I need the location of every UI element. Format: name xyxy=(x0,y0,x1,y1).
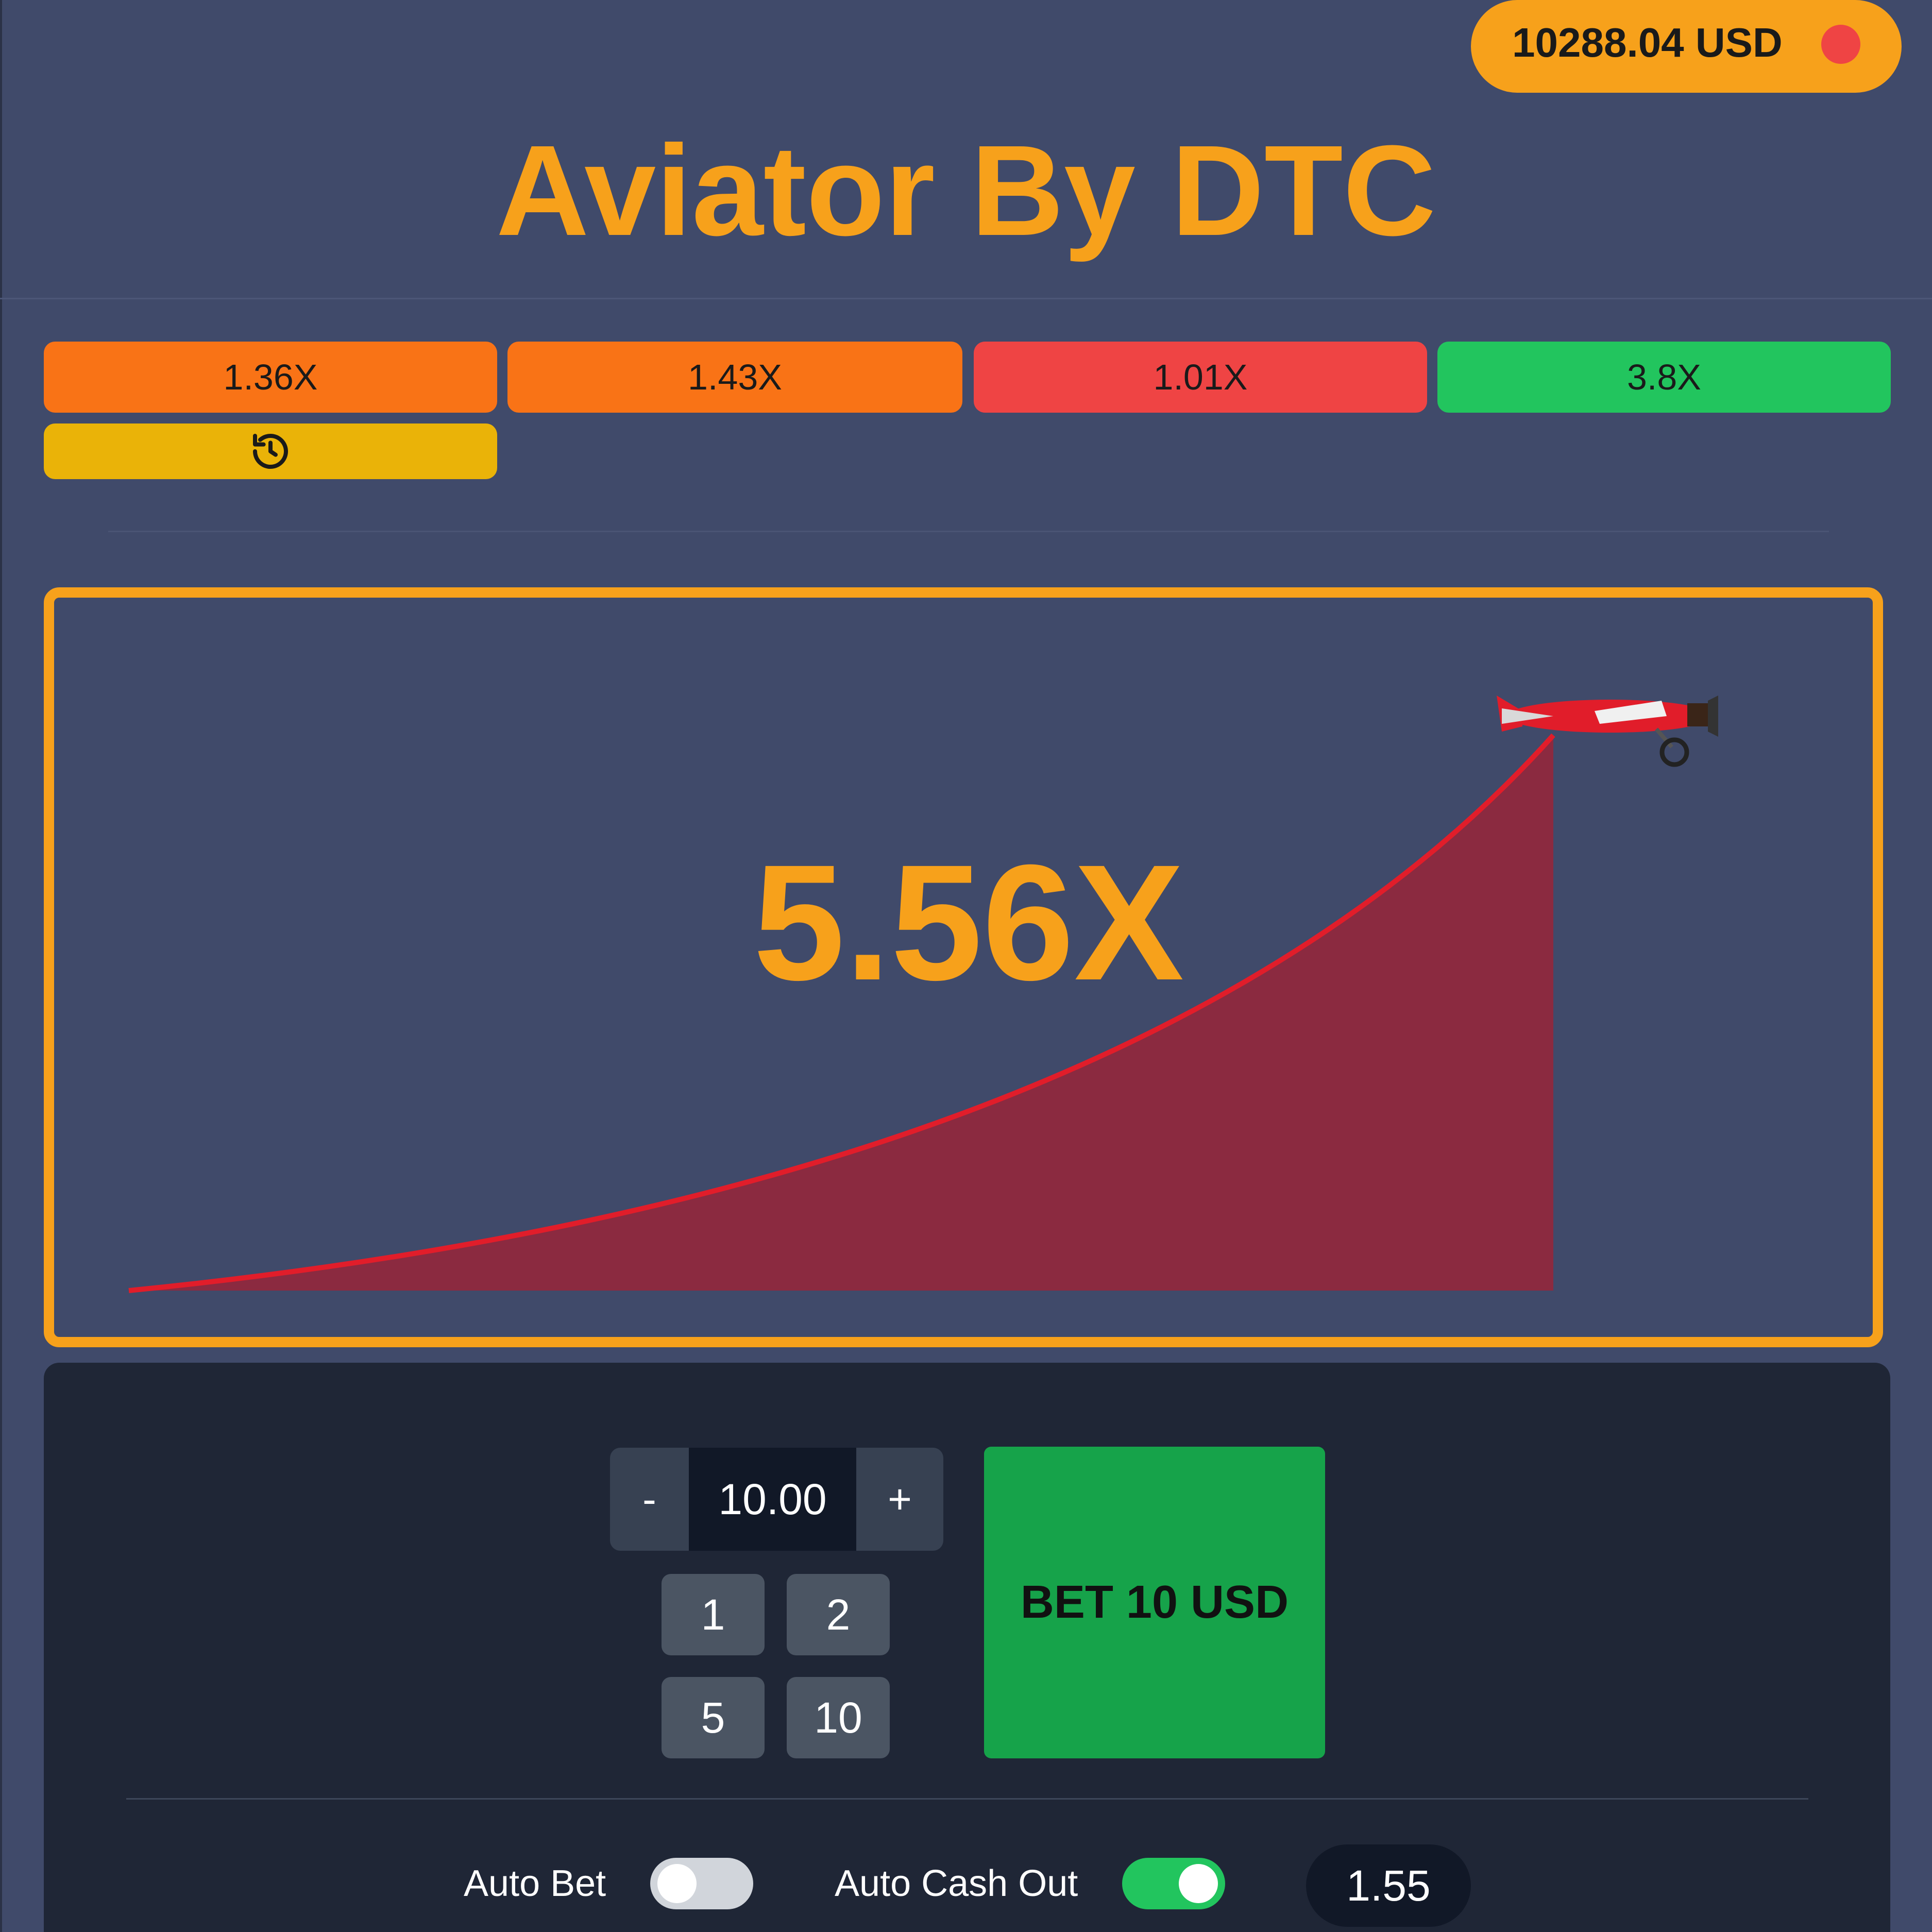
history-chip[interactable]: 3.8X xyxy=(1437,342,1891,413)
auto-cashout-label: Auto Cash Out xyxy=(835,1863,1078,1904)
quick-amount-button[interactable]: 1 xyxy=(662,1574,765,1655)
page-title: Aviator By DTC xyxy=(496,118,1436,262)
history-chip[interactable]: 1.43X xyxy=(507,342,962,413)
amount-stepper: - 10.00 + xyxy=(610,1448,943,1551)
bet-button[interactable]: BET 10 USD xyxy=(984,1447,1325,1758)
balance-pill: 10288.04 USD xyxy=(1471,0,1902,93)
decrease-button[interactable]: - xyxy=(642,1476,656,1522)
curve-line xyxy=(128,733,1555,1293)
auto-cashout-value[interactable]: 1.55 xyxy=(1306,1844,1471,1927)
auto-cashout-toggle[interactable] xyxy=(1122,1858,1225,1909)
quick-amount-button[interactable]: 5 xyxy=(662,1677,765,1758)
status-dot-icon xyxy=(1821,25,1860,64)
auto-bet-toggle[interactable] xyxy=(650,1858,753,1909)
panel-divider xyxy=(126,1798,1808,1800)
balance-amount: 10288.04 USD xyxy=(1512,20,1783,65)
quick-amount-button[interactable]: 10 xyxy=(787,1677,890,1758)
bet-amount-input[interactable]: 10.00 xyxy=(689,1448,856,1551)
toggle-knob xyxy=(657,1864,697,1903)
history-button[interactable] xyxy=(44,423,497,479)
game-area xyxy=(44,587,1883,1347)
current-multiplier: 5.56X xyxy=(753,830,1184,1014)
curve-area xyxy=(129,735,1553,1291)
increase-button[interactable]: + xyxy=(888,1476,912,1522)
toggle-knob xyxy=(1179,1864,1218,1903)
history-icon xyxy=(253,434,288,469)
history-chip[interactable]: 1.36X xyxy=(44,342,497,413)
header-divider xyxy=(0,298,1932,299)
history-divider xyxy=(108,531,1829,532)
left-edge xyxy=(0,0,2,1932)
quick-amount-button[interactable]: 2 xyxy=(787,1574,890,1655)
flight-curve xyxy=(128,696,1718,1293)
bet-panel xyxy=(44,1363,1890,1932)
auto-bet-label: Auto Bet xyxy=(464,1863,606,1904)
history-chip[interactable]: 1.01X xyxy=(974,342,1427,413)
airplane-icon xyxy=(1497,696,1718,767)
